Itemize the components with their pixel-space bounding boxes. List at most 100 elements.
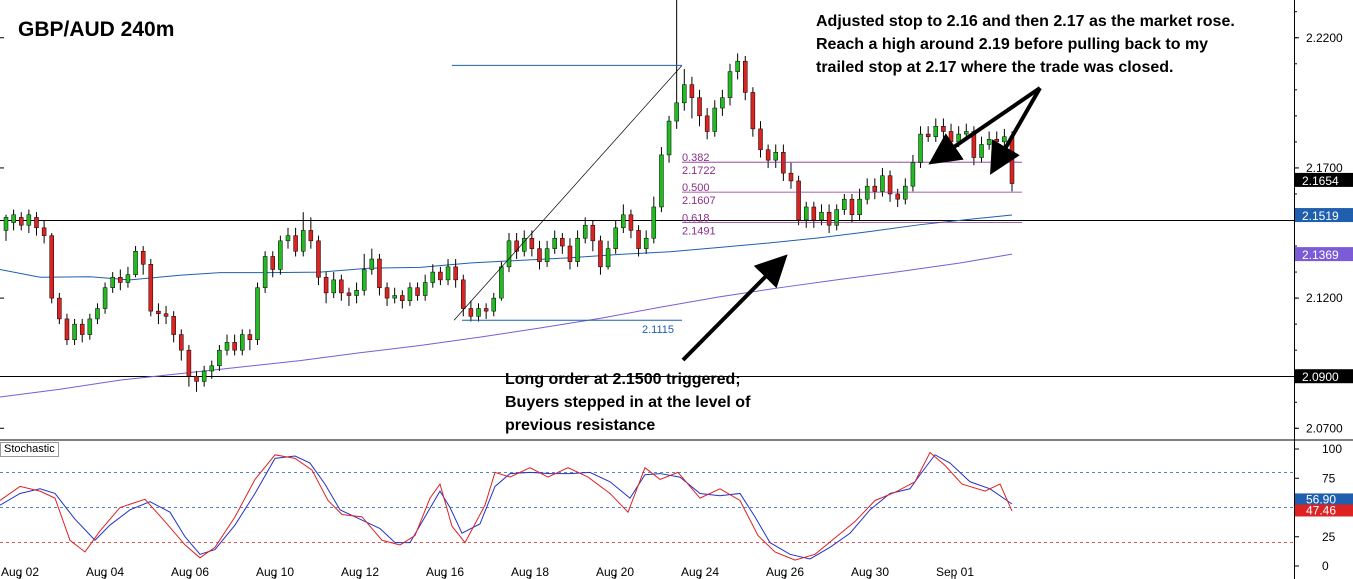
candle-body — [590, 224, 596, 242]
candle-body — [750, 92, 756, 130]
x-tick-label: Aug 12 — [341, 565, 379, 579]
candle-body — [903, 185, 908, 200]
chart-title: GBP/AUD 240m — [18, 18, 175, 41]
arrow-to-stop-1 — [928, 86, 1042, 165]
candle-body — [247, 334, 253, 341]
candle-body — [895, 193, 900, 200]
candle-body — [857, 198, 862, 216]
candle-body — [765, 149, 771, 161]
candle-body — [491, 297, 497, 312]
candle-body — [735, 60, 740, 72]
candle-body — [308, 230, 314, 242]
candle-body — [323, 277, 329, 294]
x-tick-label: Aug 18 — [511, 565, 549, 579]
fib-ratio-label: 0.382 — [682, 152, 710, 164]
annotation-line: Reach a high around 2.19 before pulling … — [816, 36, 1209, 53]
osc-value-text: 47.46 — [1306, 503, 1336, 517]
candle-body — [102, 287, 108, 309]
candle-body — [613, 227, 618, 249]
candle-body — [1009, 136, 1015, 184]
candle-body — [666, 120, 672, 156]
candle-body — [95, 308, 100, 320]
candle-body — [560, 237, 565, 247]
candle-body — [384, 287, 390, 299]
candle-body — [781, 152, 786, 174]
candle-body — [643, 237, 649, 249]
fib-price-label: 2.1491 — [682, 225, 716, 237]
candle-body — [788, 172, 794, 182]
candle-body — [979, 144, 984, 158]
annotation-line: Buyers stepped in at the level of — [505, 394, 751, 411]
candle-body — [925, 133, 931, 137]
candle-body — [864, 185, 870, 200]
candle-body — [18, 217, 24, 226]
candle-body — [537, 248, 542, 262]
candle-body — [948, 131, 954, 143]
candle-body — [743, 60, 748, 93]
osc-y-tick-label: 0 — [1322, 559, 1329, 573]
candle-body — [933, 126, 939, 137]
candle-body — [628, 214, 634, 231]
candle-body — [514, 240, 519, 252]
candle-body — [407, 287, 413, 301]
candle-body — [803, 206, 809, 221]
price-label-text: 2.1654 — [1302, 174, 1339, 188]
candle-body — [964, 131, 969, 135]
candle-body — [461, 279, 466, 309]
candle-body — [209, 365, 215, 372]
candle-body — [79, 323, 85, 335]
candle-body — [125, 274, 131, 283]
price-label-text: 2.1369 — [1302, 248, 1339, 262]
candle-body — [544, 248, 550, 262]
arrow-to-stop-2 — [990, 87, 1042, 175]
candle-body — [34, 217, 39, 229]
candle-body — [392, 295, 397, 299]
candle-body — [285, 235, 291, 242]
candle-body — [26, 214, 32, 226]
candle-body — [262, 256, 268, 288]
candle-body — [240, 334, 245, 351]
candle-body — [64, 318, 70, 341]
candle-body — [720, 97, 725, 109]
candle-body — [163, 313, 169, 317]
x-tick-label: Aug 24 — [681, 565, 719, 579]
candle-body — [605, 248, 611, 268]
candle-body — [796, 180, 801, 221]
candle-body — [773, 152, 778, 161]
candle-body — [704, 115, 710, 132]
osc-y-tick-label: 100 — [1322, 442, 1342, 456]
candle-body — [582, 224, 588, 239]
candle-body — [87, 318, 93, 335]
candle-body — [941, 126, 946, 132]
ma-fast-line — [0, 214, 1013, 281]
candle-body — [499, 266, 504, 299]
annotation-long-order: Long order at 2.1500 triggered; Buyers s… — [505, 368, 750, 437]
candle-body — [918, 133, 923, 163]
annotation-line: previous resistance — [505, 417, 656, 434]
candle-body — [255, 287, 260, 341]
candle-body — [339, 279, 344, 294]
candle-body — [156, 310, 161, 314]
candle-body — [712, 107, 718, 132]
candle-body — [872, 185, 878, 192]
candle-body — [57, 297, 62, 320]
candle-body — [910, 162, 916, 187]
candle-body — [400, 295, 405, 301]
price-label-box — [1295, 369, 1353, 384]
candle-body — [201, 370, 207, 382]
x-tick-label: Aug 04 — [86, 565, 124, 579]
fib-price-label: 2.1722 — [682, 165, 716, 177]
candle-body — [41, 227, 47, 236]
annotation-line: Adjusted stop to 2.16 and then 2.17 as t… — [816, 13, 1235, 30]
candle-body — [110, 277, 115, 288]
candle-body — [217, 349, 222, 367]
candle-body — [842, 198, 847, 210]
candle-body — [811, 206, 817, 221]
candle-body — [659, 154, 664, 208]
y-tick-label: 2.2200 — [1306, 31, 1343, 45]
x-tick-label: Aug 10 — [256, 565, 294, 579]
fib-low-label: 2.1115 — [642, 324, 674, 336]
candle-body — [552, 237, 557, 249]
candle-body — [140, 250, 146, 265]
